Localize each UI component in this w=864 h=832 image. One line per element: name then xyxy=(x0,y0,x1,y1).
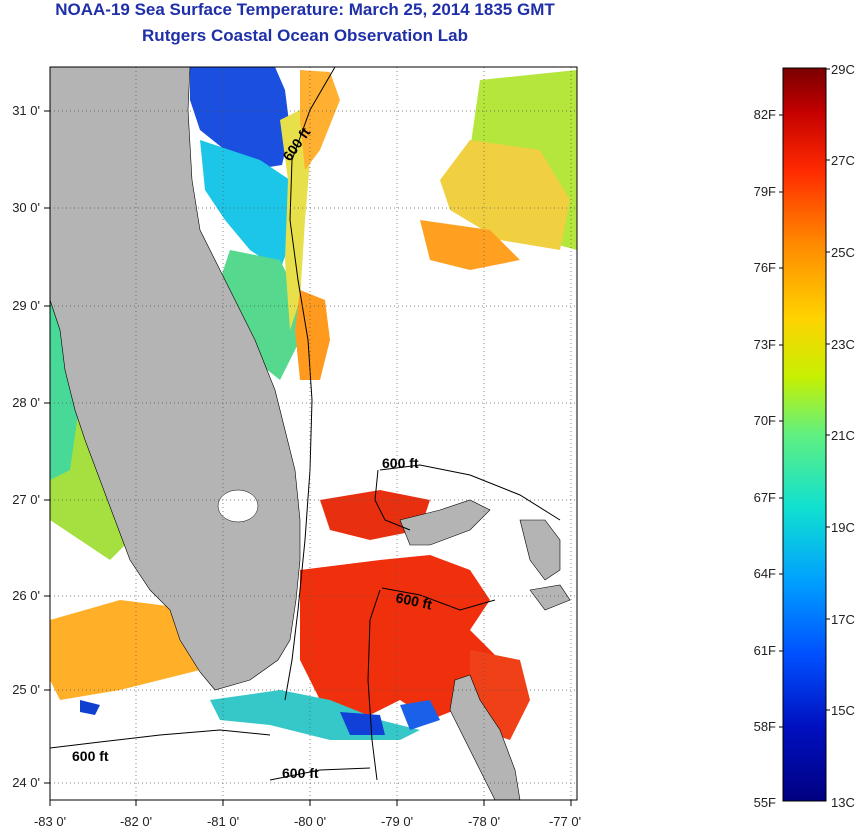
map-subtitle: Rutgers Coastal Ocean Observation Lab xyxy=(142,26,468,45)
colorbar-celsius-labels: 29C 27C 25C 23C 21C 19C 17C 15C 13C xyxy=(826,62,855,810)
grand-bahama xyxy=(399,499,491,546)
lat-tick-label: 30 0' xyxy=(12,200,40,215)
colorbar xyxy=(782,67,827,802)
isobath-bahamas-west xyxy=(374,469,411,531)
colorbar-c-label: 17C xyxy=(831,612,855,627)
contour-label-south: 600 ft xyxy=(282,765,319,781)
lon-tick-label: -77 0' xyxy=(549,814,581,829)
contour-label-bahamas: 600 ft xyxy=(382,455,419,471)
colorbar-c-label: 21C xyxy=(831,428,855,443)
colorbar-c-label: 25C xyxy=(831,245,855,260)
lon-tick-label: -83 0' xyxy=(34,814,66,829)
lon-axis: -83 0' -82 0' -81 0' -80 0' -79 0' -78 0… xyxy=(34,800,581,829)
sst-patch-orange-middle xyxy=(420,220,520,270)
lon-tick-label: -80 0' xyxy=(294,814,326,829)
lake-okeechobee xyxy=(217,489,259,523)
colorbar-c-label: 27C xyxy=(831,153,855,168)
andros-island xyxy=(449,674,521,800)
colorbar-f-label: 61F xyxy=(754,643,776,658)
colorbar-c-label: 29C xyxy=(831,62,855,77)
contour-label-tongue: 600 ft xyxy=(394,589,433,612)
lat-axis: 31 0' 30 0' 29 0' 28 0' 27 0' 26 0' 25 0… xyxy=(12,103,50,790)
sst-patch-yellow-edge xyxy=(280,110,310,330)
colorbar-c-label: 23C xyxy=(831,337,855,352)
isobath-tongue xyxy=(367,589,381,781)
map-frame xyxy=(49,66,578,801)
lon-tick-label: -81 0' xyxy=(207,814,239,829)
lat-tick-label: 24 0' xyxy=(12,775,40,790)
colorbar-f-label: 67F xyxy=(754,490,776,505)
lon-tick-label: -82 0' xyxy=(120,814,152,829)
sst-patch-yellow-northeast xyxy=(440,140,570,250)
colorbar-f-label: 64F xyxy=(754,566,776,581)
sst-patch-keys-blue xyxy=(340,712,385,735)
map-panel: 600 ft 600 ft 600 ft 600 ft 600 ft xyxy=(50,67,577,800)
lat-tick-label: 26 0' xyxy=(12,588,40,603)
sst-patch-cold-north xyxy=(190,67,290,170)
sst-patch-cyan-north xyxy=(200,140,295,270)
colorbar-f-label: 70F xyxy=(754,413,776,428)
isobath-southwest xyxy=(50,729,271,749)
colorbar-c-label: 19C xyxy=(831,520,855,535)
map-title: NOAA-19 Sea Surface Temperature: March 2… xyxy=(55,0,555,19)
florida-landmass xyxy=(50,67,301,691)
contour-label-southwest: 600 ft xyxy=(72,748,109,764)
colorbar-f-label: 58F xyxy=(754,719,776,734)
sst-patch-keys-blue-2 xyxy=(400,700,440,730)
colorbar-c-label: 15C xyxy=(831,703,855,718)
lat-tick-label: 25 0' xyxy=(12,682,40,697)
colorbar-c-label: 13C xyxy=(831,795,855,810)
colorbar-fahrenheit-labels: 82F 79F 76F 73F 70F 67F 64F 61F 58F 55F xyxy=(754,107,783,810)
eleuthera-island xyxy=(529,584,571,611)
lat-tick-label: 31 0' xyxy=(12,103,40,118)
colorbar-f-label: 79F xyxy=(754,184,776,199)
lat-tick-label: 29 0' xyxy=(12,298,40,313)
lat-tick-label: 27 0' xyxy=(12,492,40,507)
colorbar-f-label: 55F xyxy=(754,795,776,810)
lat-tick-label: 28 0' xyxy=(12,395,40,410)
sst-patch-green-shelf xyxy=(220,250,300,380)
isobath-bahamas-north xyxy=(379,464,561,521)
isobath-florida-east xyxy=(284,67,336,701)
sst-patch-keys-blue-3 xyxy=(80,700,100,715)
lon-tick-label: -79 0' xyxy=(381,814,413,829)
colorbar-f-label: 76F xyxy=(754,260,776,275)
colorbar-f-label: 82F xyxy=(754,107,776,122)
colorbar-f-label: 73F xyxy=(754,337,776,352)
lon-tick-label: -78 0' xyxy=(468,814,500,829)
isobath-south xyxy=(269,767,371,781)
isobath-tongue-east xyxy=(381,587,496,611)
abaco-island xyxy=(519,519,561,581)
